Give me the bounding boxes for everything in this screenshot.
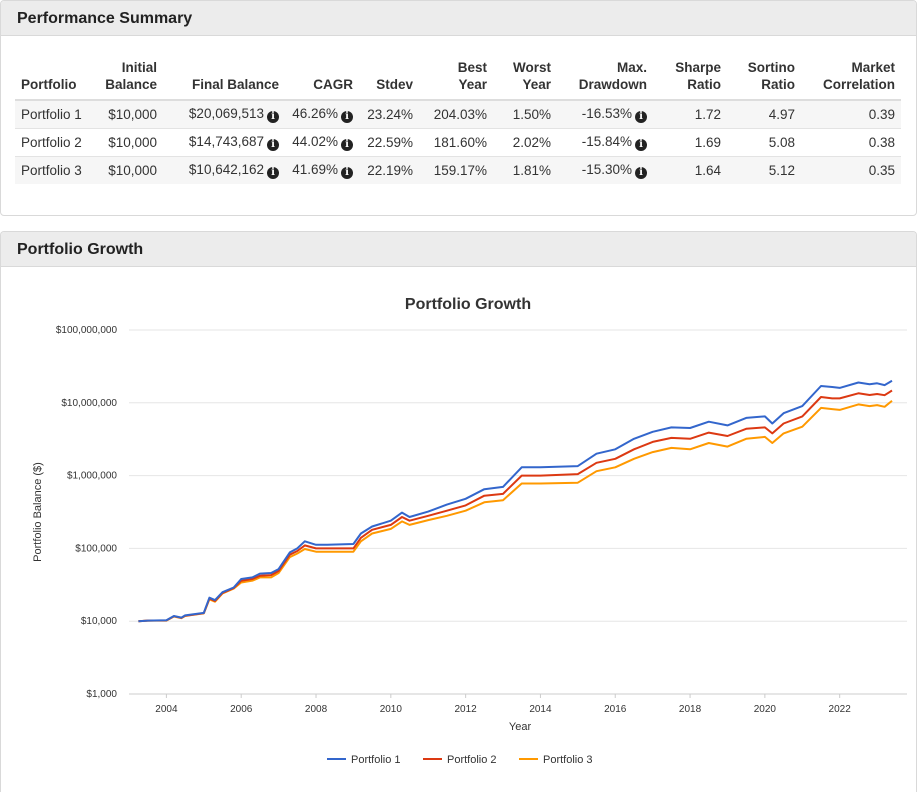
cell-final-balance: $14,743,687 i: [163, 128, 285, 157]
col-final-balance[interactable]: Final Balance: [163, 57, 285, 101]
legend-label-portfolio-2: Portfolio 2: [447, 754, 497, 766]
cell-best-year: 181.60%: [419, 128, 493, 157]
table-row: Portfolio 3 $10,000 $10,642,162 i 41.69% i…: [15, 156, 901, 184]
info-icon[interactable]: i: [635, 139, 647, 151]
cell-sharpe-ratio: 1.72: [653, 99, 727, 129]
portfolio-growth-panel: Portfolio Growth Portfolio Growth $1,000 $…: [0, 231, 917, 792]
cell-market-correlation: 0.39: [801, 99, 901, 129]
col-sharpe-ratio[interactable]: Sharpe Ratio: [653, 57, 727, 101]
x-tick-label: 2008: [305, 704, 328, 715]
info-icon[interactable]: i: [341, 111, 353, 123]
table-row: Portfolio 2 $10,000 $14,743,687 i 44.02% i…: [15, 128, 901, 157]
x-tick-label: 2004: [155, 704, 178, 715]
x-axis-title: Year: [509, 721, 532, 733]
cell-cagr: 41.69% i: [285, 156, 359, 184]
cell-market-correlation: 0.38: [801, 128, 901, 157]
x-tick-label: 2020: [754, 704, 777, 715]
chart-title: Portfolio Growth: [405, 296, 531, 313]
cell-sortino-ratio: 5.08: [727, 128, 801, 157]
col-best-year[interactable]: Best Year: [419, 57, 493, 101]
cell-cagr: 46.26% i: [285, 99, 359, 129]
y-tick-label: $10,000: [81, 616, 118, 627]
legend-label-portfolio-1: Portfolio 1: [351, 754, 401, 766]
x-tick-label: 2012: [455, 704, 478, 715]
cell-max-drawdown: -15.84% i: [557, 128, 653, 157]
col-worst-year[interactable]: Worst Year: [493, 57, 557, 101]
x-tick-label: 2022: [829, 704, 852, 715]
cell-sortino-ratio: 5.12: [727, 156, 801, 184]
cell-initial-balance: $10,000: [99, 99, 163, 129]
cell-sharpe-ratio: 1.64: [653, 156, 727, 184]
series-line-portfolio-1: [138, 379, 893, 623]
col-max-drawdown[interactable]: Max. Drawdown: [557, 57, 653, 101]
info-icon[interactable]: i: [635, 111, 647, 123]
y-tick-label: $100,000: [75, 543, 117, 554]
x-tick-label: 2014: [529, 704, 552, 715]
cell-sharpe-ratio: 1.69: [653, 128, 727, 157]
cell-final-balance: $10,642,162 i: [163, 156, 285, 184]
cell-worst-year: 2.02%: [493, 128, 557, 157]
series-line-portfolio-3: [138, 400, 893, 623]
cell-stdev: 22.19%: [359, 156, 419, 184]
x-tick-label: 2010: [380, 704, 403, 715]
x-tick-label: 2016: [604, 704, 627, 715]
col-sortino-ratio[interactable]: Sortino Ratio: [727, 57, 801, 101]
cell-final-balance: $20,069,513 i: [163, 99, 285, 129]
cell-best-year: 204.03%: [419, 99, 493, 129]
y-axis-title: Portfolio Balance ($): [32, 462, 44, 562]
info-icon[interactable]: i: [267, 167, 279, 179]
info-icon[interactable]: i: [635, 167, 647, 179]
col-portfolio[interactable]: Portfolio: [15, 57, 99, 101]
info-icon[interactable]: i: [267, 139, 279, 151]
y-tick-label: $1,000,000: [67, 471, 117, 482]
performance-summary-table: Portfolio Initial Balance Final Balance C…: [15, 57, 901, 184]
performance-summary-panel: Performance Summary Portfolio Initial Bal…: [0, 0, 917, 216]
x-tick-label: 2006: [230, 704, 253, 715]
cell-initial-balance: $10,000: [99, 156, 163, 184]
table-row: Portfolio 1 $10,000 $20,069,513 i 46.26% i…: [15, 99, 901, 129]
cell-max-drawdown: -15.30% i: [557, 156, 653, 184]
portfolio-growth-heading: Portfolio Growth: [1, 232, 916, 267]
cell-market-correlation: 0.35: [801, 156, 901, 184]
cell-initial-balance: $10,000: [99, 128, 163, 157]
y-tick-label: $100,000,000: [56, 325, 118, 336]
info-icon[interactable]: i: [341, 167, 353, 179]
cell-stdev: 23.24%: [359, 99, 419, 129]
info-icon[interactable]: i: [267, 111, 279, 123]
col-cagr[interactable]: CAGR: [285, 57, 359, 101]
y-tick-label: $10,000,000: [61, 398, 117, 409]
y-tick-label: $1,000: [86, 689, 117, 700]
table-header-row: Portfolio Initial Balance Final Balance C…: [15, 57, 901, 101]
col-stdev[interactable]: Stdev: [359, 57, 419, 101]
info-icon[interactable]: i: [341, 139, 353, 151]
cell-portfolio-name: Portfolio 3: [15, 156, 99, 184]
cell-worst-year: 1.81%: [493, 156, 557, 184]
cell-best-year: 159.17%: [419, 156, 493, 184]
x-tick-label: 2018: [679, 704, 702, 715]
cell-worst-year: 1.50%: [493, 99, 557, 129]
cell-sortino-ratio: 4.97: [727, 99, 801, 129]
series-line-portfolio-2: [138, 389, 893, 623]
cell-portfolio-name: Portfolio 1: [15, 99, 99, 129]
legend-label-portfolio-3: Portfolio 3: [543, 754, 593, 766]
cell-max-drawdown: -16.53% i: [557, 99, 653, 129]
col-market-correlation[interactable]: Market Correlation: [801, 57, 901, 101]
col-initial-balance[interactable]: Initial Balance: [99, 57, 163, 101]
portfolio-growth-chart: Portfolio Growth $1,000 $10,000 $100,000 $1,…: [32, 296, 907, 766]
cell-cagr: 44.02% i: [285, 128, 359, 157]
performance-summary-heading: Performance Summary: [1, 1, 916, 36]
cell-portfolio-name: Portfolio 2: [15, 128, 99, 157]
cell-stdev: 22.59%: [359, 128, 419, 157]
